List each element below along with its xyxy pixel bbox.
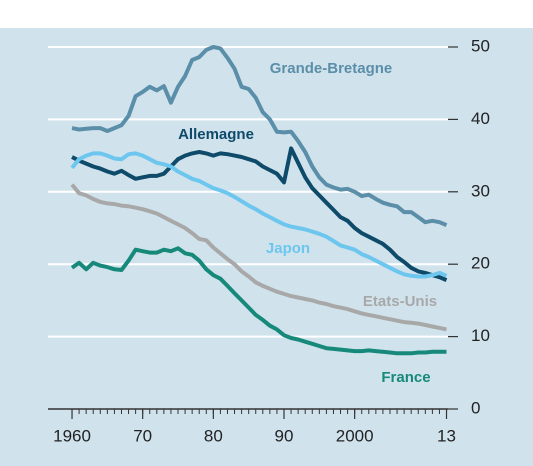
series-label: Grande-Bretagne xyxy=(270,60,393,77)
x-tick-label: 1960 xyxy=(53,426,91,445)
x-tick-label: 70 xyxy=(133,426,152,445)
series-label: Etats-Unis xyxy=(363,293,437,310)
background xyxy=(0,28,533,466)
x-tick-label: 90 xyxy=(275,426,294,445)
series-line xyxy=(70,246,447,356)
series-label: Japon xyxy=(266,240,310,257)
series-label: France xyxy=(381,369,430,386)
y-tick-label: 50 xyxy=(471,36,490,55)
x-tick-label: 2000 xyxy=(336,426,374,445)
series-line xyxy=(71,146,448,282)
series-line xyxy=(70,151,448,279)
y-tick-label: 30 xyxy=(471,181,490,200)
y-tick-label: 20 xyxy=(471,254,490,273)
x-tick-label: 80 xyxy=(204,426,223,445)
x-tick-label: 13 xyxy=(437,426,456,445)
y-tick-label: 0 xyxy=(471,398,480,417)
series-label: Allemagne xyxy=(178,126,254,143)
series-line xyxy=(71,45,448,227)
series-line xyxy=(70,183,447,332)
y-tick-label: 10 xyxy=(471,326,490,345)
y-tick-label: 40 xyxy=(471,109,490,128)
